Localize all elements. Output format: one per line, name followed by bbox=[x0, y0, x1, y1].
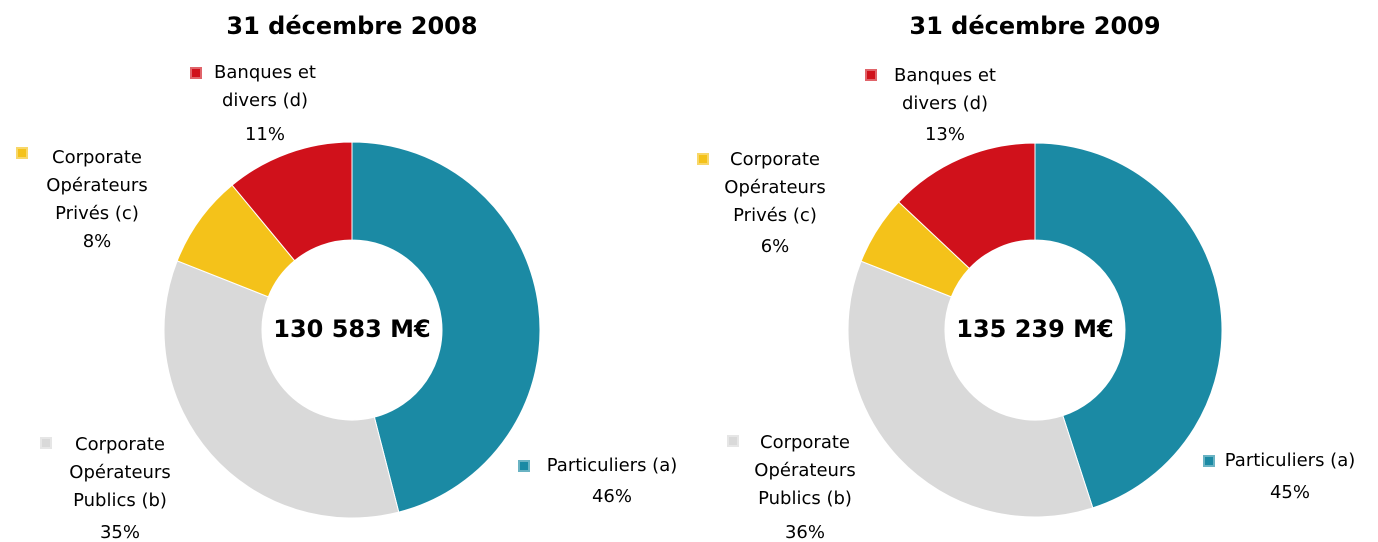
legend-swatch bbox=[1203, 455, 1215, 467]
value-label: 8% bbox=[82, 231, 112, 252]
category-label: Corporate Opérateurs Privés (c) bbox=[46, 147, 148, 224]
legend-swatch bbox=[865, 69, 877, 81]
chart-title: 31 décembre 2008 bbox=[226, 12, 477, 40]
value-label: 46% bbox=[591, 486, 632, 507]
center-label: 130 583 M€ bbox=[273, 315, 431, 343]
category-label: Corporate Opérateurs Privés (c) bbox=[724, 149, 826, 226]
chart-title: 31 décembre 2009 bbox=[909, 12, 1160, 40]
category-label: Particuliers (a) bbox=[546, 455, 678, 476]
value-label: 6% bbox=[760, 236, 790, 257]
donut-segment bbox=[1034, 142, 1223, 509]
category-label: Corporate Opérateurs Publics (b) bbox=[69, 434, 171, 511]
legend-swatch bbox=[190, 67, 202, 79]
value-label: 11% bbox=[244, 124, 285, 145]
donut-segment bbox=[847, 260, 1094, 518]
category-label: Corporate Opérateurs Publics (b) bbox=[754, 432, 856, 509]
legend-swatch bbox=[518, 460, 530, 472]
value-label: 35% bbox=[99, 522, 140, 542]
value-label: 13% bbox=[924, 124, 965, 145]
donut-segment bbox=[897, 142, 1036, 270]
category-label: Banques et divers (d) bbox=[214, 62, 316, 111]
category-label: Particuliers (a) bbox=[1224, 450, 1356, 471]
category-label: Banques et divers (d) bbox=[894, 65, 996, 114]
donut-segment bbox=[351, 141, 541, 513]
value-label: 36% bbox=[784, 522, 825, 542]
legend-swatch bbox=[727, 435, 739, 447]
legend-swatch bbox=[697, 153, 709, 165]
donut-segment bbox=[231, 141, 353, 262]
legend-swatch bbox=[16, 147, 28, 159]
value-label: 45% bbox=[1269, 482, 1310, 503]
center-label: 135 239 M€ bbox=[956, 315, 1114, 343]
legend-swatch bbox=[40, 437, 52, 449]
donut-segment bbox=[163, 260, 400, 519]
